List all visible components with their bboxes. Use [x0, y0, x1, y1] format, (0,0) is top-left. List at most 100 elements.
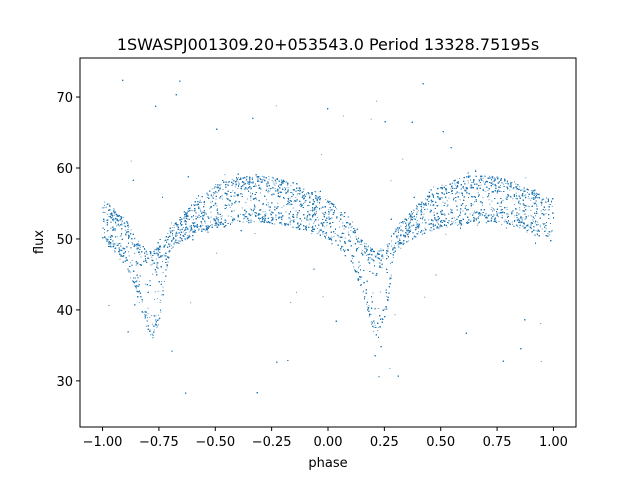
data-point — [362, 291, 364, 293]
data-point — [339, 220, 341, 222]
data-point — [517, 219, 519, 221]
data-point — [530, 209, 532, 211]
data-point — [250, 199, 252, 201]
data-point — [321, 154, 323, 156]
data-point — [376, 100, 378, 102]
data-point — [268, 188, 270, 190]
data-point — [237, 187, 239, 189]
data-point — [492, 175, 494, 177]
data-point — [535, 230, 537, 232]
data-point — [542, 223, 544, 225]
data-point — [416, 204, 417, 206]
data-point — [176, 234, 178, 236]
data-point — [322, 231, 324, 233]
data-point — [423, 230, 425, 232]
data-point — [218, 222, 220, 224]
data-point — [239, 213, 241, 215]
data-point — [348, 216, 350, 218]
data-point — [275, 182, 277, 184]
data-point — [187, 234, 189, 236]
data-point — [552, 212, 554, 214]
data-point — [373, 322, 375, 324]
data-point — [190, 230, 192, 232]
data-point — [374, 324, 376, 326]
data-point — [226, 184, 228, 186]
data-point — [124, 252, 126, 254]
data-point — [361, 250, 363, 252]
data-point — [377, 253, 379, 255]
data-point — [424, 198, 426, 200]
data-point — [511, 223, 513, 225]
data-point — [250, 208, 252, 210]
data-point — [423, 207, 425, 209]
data-point — [180, 219, 182, 221]
data-point — [533, 221, 534, 223]
data-point — [421, 222, 423, 224]
data-point — [273, 183, 275, 185]
data-point — [338, 236, 340, 238]
data-point — [543, 209, 545, 211]
data-point — [103, 211, 105, 213]
data-point — [111, 226, 113, 228]
data-point — [386, 255, 388, 257]
data-point — [250, 197, 252, 199]
data-point — [429, 230, 431, 232]
data-point — [115, 217, 117, 219]
data-point — [117, 243, 119, 245]
data-point — [113, 208, 115, 210]
data-point — [123, 217, 125, 219]
data-point — [539, 226, 541, 228]
data-point — [147, 317, 148, 319]
data-point — [497, 176, 499, 178]
data-point — [525, 177, 527, 179]
data-point — [285, 193, 287, 195]
data-point — [189, 226, 191, 228]
data-point — [272, 181, 274, 183]
data-point — [498, 187, 500, 189]
data-point — [261, 175, 263, 177]
data-point — [158, 324, 160, 326]
data-point — [316, 217, 318, 218]
data-point — [199, 217, 201, 219]
data-point — [160, 299, 162, 301]
data-point — [339, 241, 341, 243]
data-point — [361, 243, 363, 245]
data-point — [161, 281, 163, 282]
scatter-points — [102, 79, 554, 394]
data-point — [275, 216, 277, 218]
data-point — [303, 188, 305, 190]
data-point — [540, 204, 542, 206]
data-point — [198, 229, 200, 231]
data-point — [163, 240, 165, 242]
data-point — [537, 197, 539, 199]
data-point — [369, 247, 371, 249]
data-point — [108, 243, 110, 245]
data-point — [153, 329, 155, 331]
data-point — [217, 220, 219, 222]
data-point — [283, 187, 285, 189]
data-point — [163, 245, 165, 247]
data-point — [524, 195, 526, 196]
data-point — [454, 217, 456, 219]
data-point — [507, 214, 509, 216]
data-point — [397, 236, 398, 238]
data-point — [220, 216, 222, 218]
data-point — [400, 229, 401, 231]
data-point — [176, 232, 178, 234]
data-point — [464, 190, 466, 192]
data-point — [152, 273, 154, 275]
data-point — [233, 210, 235, 212]
data-point — [458, 224, 460, 226]
data-point — [272, 193, 274, 195]
data-point — [104, 232, 105, 234]
data-point — [246, 220, 248, 222]
data-point — [219, 185, 221, 187]
data-point — [539, 193, 541, 195]
data-point — [105, 238, 107, 240]
data-point — [424, 296, 426, 298]
data-point — [129, 262, 131, 264]
data-point — [188, 231, 190, 233]
data-point — [519, 227, 521, 229]
data-point — [351, 225, 353, 227]
